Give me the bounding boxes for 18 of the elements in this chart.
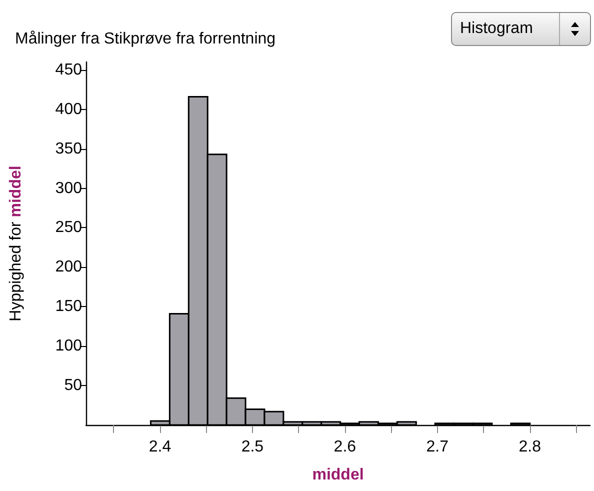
x-tick-label: 2.6 [334,438,356,456]
y-tick-label: 100 [55,338,82,355]
x-tick-label: 2.7 [426,438,449,456]
y-tick-label: 200 [55,258,82,276]
y-axis-title: Hyppighed for middel [8,166,24,322]
x-tick-label: 2.4 [148,438,172,456]
x-axis-title: middel [312,466,364,484]
y-tick-label: 400 [55,100,82,118]
dropdown-select: Histogram [451,12,591,46]
y-tick-label: 300 [55,180,82,197]
y-tick-label: 450 [55,61,82,78]
x-tick-label: 2.8 [518,438,542,456]
y-tick-label: 250 [55,219,82,236]
y-tick-label: 350 [55,140,82,158]
chart-title: Målinger fra Stikprøve fra forrentning [15,30,276,48]
x-tick-label: 2.5 [241,438,264,456]
y-tick-label: 50 [64,377,82,394]
y-tick-label: 150 [55,298,82,316]
